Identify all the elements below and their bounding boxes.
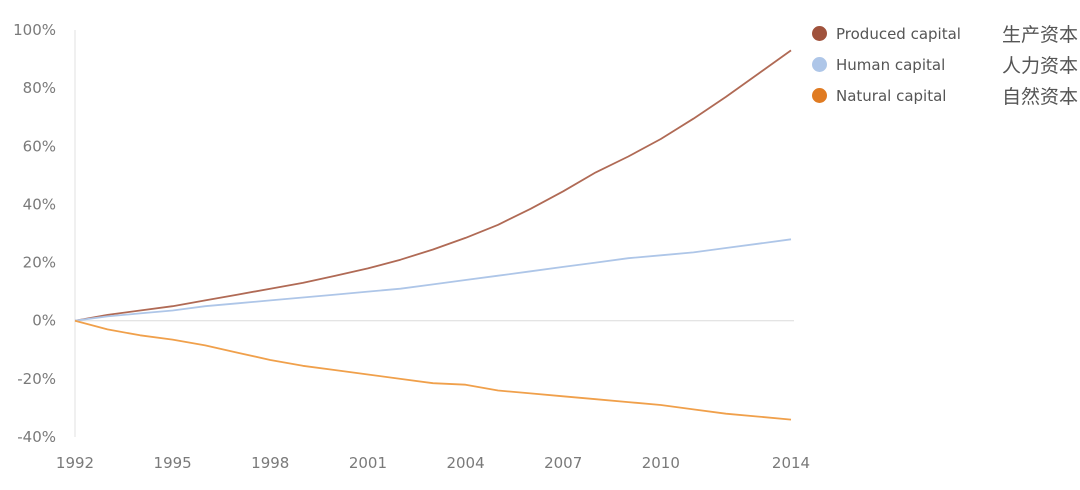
- legend-item-produced-capital: Produced capital 生产资本: [812, 18, 1078, 49]
- legend-dot-human-capital: [812, 57, 827, 72]
- x-tick-label: 2004: [446, 454, 484, 472]
- y-tick-label: 60%: [23, 137, 56, 155]
- legend-item-natural-capital: Natural capital 自然资本: [812, 80, 1078, 111]
- x-tick-label: 1995: [154, 454, 192, 472]
- legend-label-cn-natural-capital: 自然资本: [1001, 86, 1078, 108]
- y-tick-label: 40%: [23, 195, 56, 213]
- legend-label-produced-capital: Produced capital: [836, 24, 961, 43]
- x-axis-ticks: 1992 1995 1998 2001 2004 2007 2010 2014: [56, 454, 810, 472]
- legend-label-cn-human-capital: 人力资本: [1001, 55, 1078, 77]
- legend: Produced capital 生产资本 Human capital 人力资本…: [812, 18, 1078, 111]
- legend-item-human-capital: Human capital 人力资本: [812, 49, 1078, 80]
- x-tick-label: 2007: [544, 454, 582, 472]
- legend-dot-produced-capital: [812, 26, 827, 41]
- series-line-produced-capital: [74, 49, 792, 322]
- legend-label-natural-capital: Natural capital: [836, 86, 947, 105]
- series-line-human-capital: [74, 238, 792, 322]
- x-tick-label: 2010: [642, 454, 680, 472]
- axes: [74, 30, 794, 437]
- legend-label-cn-produced-capital: 生产资本: [1001, 24, 1078, 46]
- x-tick-label: 1992: [56, 454, 94, 472]
- y-tick-label: -40%: [17, 428, 56, 446]
- y-tick-label: 100%: [13, 21, 56, 39]
- y-tick-label: 80%: [23, 79, 56, 97]
- y-tick-label: 0%: [32, 312, 56, 330]
- y-axis-ticks: 100% 80% 60% 40% 20% 0% -20% -40%: [13, 21, 56, 446]
- y-tick-label: -20%: [17, 370, 56, 388]
- series-lines: [74, 49, 792, 421]
- x-tick-label: 2014: [772, 454, 810, 472]
- y-tick-label: 20%: [23, 254, 56, 272]
- series-line-natural-capital: [74, 319, 792, 421]
- legend-dot-natural-capital: [812, 88, 827, 103]
- x-tick-label: 2001: [349, 454, 387, 472]
- legend-label-human-capital: Human capital: [836, 55, 946, 74]
- x-tick-label: 1998: [251, 454, 289, 472]
